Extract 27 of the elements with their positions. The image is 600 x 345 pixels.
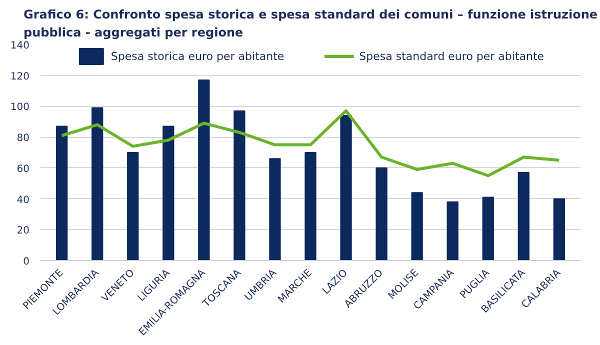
- bar: [56, 126, 68, 260]
- bar: [269, 158, 281, 260]
- legend-label: Spesa storica euro per abitante: [110, 50, 284, 62]
- y-tick-label: 0: [23, 256, 30, 268]
- legend-label: Spesa standard euro per abitante: [359, 50, 544, 62]
- bar: [304, 152, 316, 260]
- bar: [411, 192, 423, 260]
- bar: [518, 172, 530, 260]
- bar: [482, 196, 494, 260]
- bar: [92, 107, 104, 260]
- y-tick-label: 140: [10, 40, 30, 52]
- bar: [376, 167, 388, 260]
- bar: [446, 201, 458, 260]
- y-tick-label: 120: [10, 71, 30, 82]
- line-series: [60, 109, 561, 178]
- bar: [162, 126, 174, 260]
- chart-title: Grafico 6: Confronto spesa storica e spesa standard dei comuni – funzione istruzione pubblica - aggregati per regione: [23, 7, 598, 40]
- y-tick-label: 100: [10, 102, 30, 114]
- y-tick-label: 80: [16, 133, 30, 144]
- y-tick-label: 60: [16, 164, 30, 175]
- bar: [553, 198, 566, 260]
- bar: [340, 114, 352, 260]
- bar: [198, 79, 210, 260]
- y-tick-label: 20: [16, 226, 30, 237]
- bar: [234, 110, 246, 260]
- bar: [127, 152, 139, 260]
- y-tick-label: 40: [16, 194, 30, 206]
